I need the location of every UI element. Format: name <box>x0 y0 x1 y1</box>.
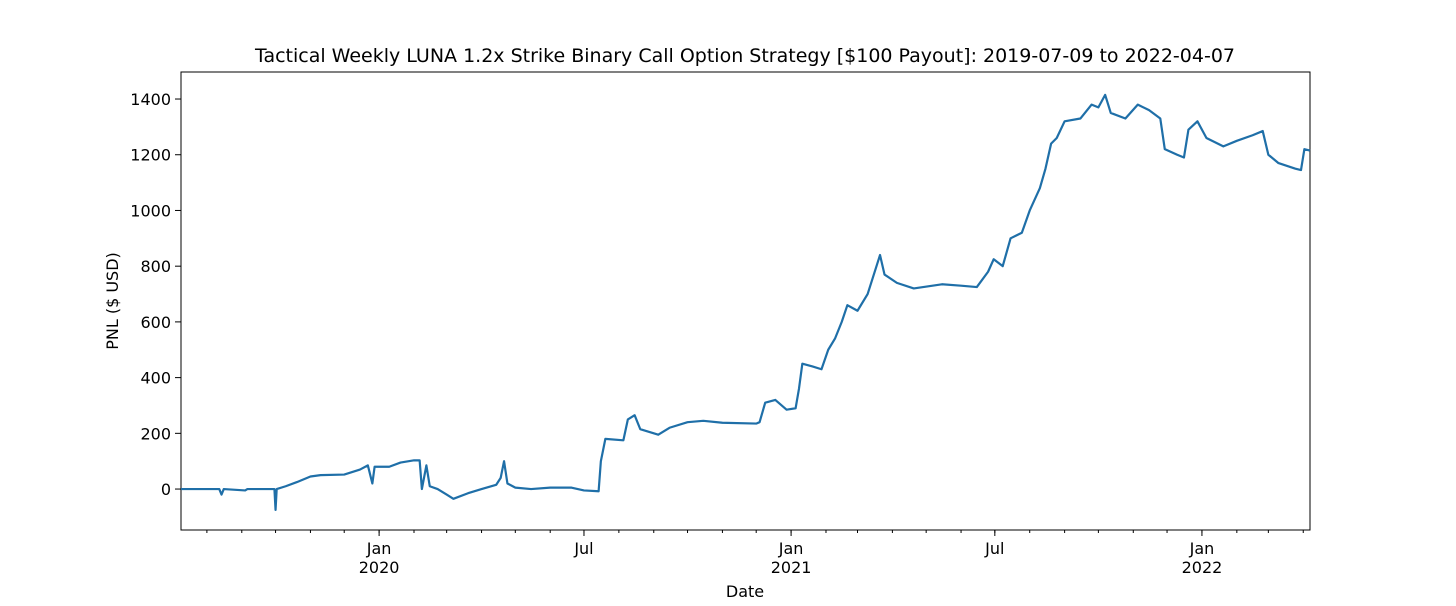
y-tick-label: 1000 <box>130 201 171 220</box>
chart-title: Tactical Weekly LUNA 1.2x Strike Binary … <box>254 45 1235 67</box>
x-axis-label: Date <box>726 582 764 601</box>
y-tick-label: 200 <box>140 424 171 443</box>
y-axis-label: PNL ($ USD) <box>103 252 122 350</box>
x-tick-label: Jan 2022 <box>1181 539 1223 577</box>
x-tick-label: Jul <box>574 539 594 558</box>
x-tick-label: Jan 2021 <box>770 539 812 577</box>
line-series <box>181 93 1311 512</box>
y-tick-label: 400 <box>140 369 171 388</box>
y-tick-label: 1400 <box>130 90 171 109</box>
y-tick-label: 800 <box>140 257 171 276</box>
y-tick-label: 1200 <box>130 146 171 165</box>
plot-frame <box>180 71 1311 531</box>
x-tick-label: Jan 2020 <box>358 539 400 577</box>
y-tick-label: 600 <box>140 313 171 332</box>
y-tick-label: 0 <box>161 480 171 499</box>
x-tick-label: Jul <box>985 539 1005 558</box>
